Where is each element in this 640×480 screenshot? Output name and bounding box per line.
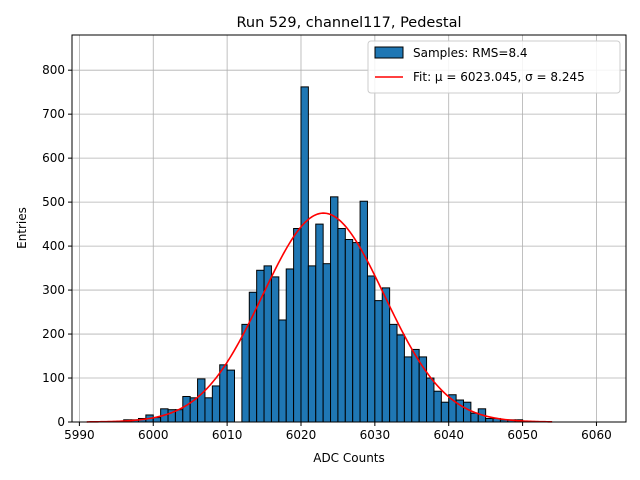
x-tick-label: 6050 — [507, 428, 538, 442]
histogram-bar — [315, 223, 324, 423]
histogram-bar — [197, 378, 206, 423]
histogram-bar — [337, 228, 346, 423]
histogram-bar — [322, 263, 332, 423]
x-tick-label: 6010 — [212, 428, 243, 442]
histogram-bar — [374, 300, 383, 423]
histogram-bar — [366, 275, 376, 423]
y-tick-label: 800 — [42, 63, 65, 77]
histogram-bar — [270, 276, 280, 423]
x-axis-ticks: 5990 6000 6010 6020 6030 6040 6050 6060 — [64, 422, 612, 442]
histogram-bar — [433, 390, 442, 423]
histogram-bar — [426, 377, 435, 423]
histogram-bar — [352, 242, 361, 423]
histogram-bar — [403, 356, 413, 423]
y-tick-label: 300 — [42, 283, 65, 297]
histogram-bar — [285, 268, 295, 423]
histogram-bar — [307, 265, 317, 423]
histogram-bar — [211, 385, 221, 423]
histogram-bar — [344, 238, 354, 423]
fit-curve-group — [86, 212, 553, 423]
legend-label-histogram: Samples: RMS=8.4 — [413, 46, 528, 60]
x-tick-label: 6000 — [138, 428, 169, 442]
histogram-bar — [359, 200, 368, 423]
histogram-bar — [293, 228, 302, 423]
histogram-bar — [330, 196, 339, 423]
histogram-bar — [278, 319, 287, 423]
histogram-bar — [248, 291, 258, 423]
x-tick-label: 6060 — [581, 428, 612, 442]
histogram-bar — [440, 401, 450, 423]
y-tick-label: 600 — [42, 151, 65, 165]
x-tick-label: 6030 — [360, 428, 391, 442]
histogram-bar — [389, 323, 398, 423]
histogram-bar — [241, 323, 250, 423]
y-axis-ticks: 0 100 200 300 400 500 600 700 800 — [42, 63, 72, 429]
y-tick-label: 0 — [57, 415, 65, 429]
histogram-bar — [174, 409, 184, 423]
y-tick-label: 100 — [42, 371, 65, 385]
histogram-bar — [219, 364, 228, 423]
histogram-bar — [204, 397, 213, 423]
histogram-bars — [123, 86, 524, 423]
plot-frame — [71, 34, 627, 423]
x-tick-label: 5990 — [64, 428, 95, 442]
y-tick-label: 400 — [42, 239, 65, 253]
histogram-bar — [485, 417, 494, 423]
legend: Samples: RMS=8.4 Fit: μ = 6023.045, σ = … — [367, 40, 621, 94]
y-tick-label: 200 — [42, 327, 65, 341]
legend-swatch-histogram — [374, 46, 404, 59]
histogram-bar — [381, 287, 391, 423]
legend-label-fit: Fit: μ = 6023.045, σ = 8.245 — [413, 70, 585, 84]
histogram-bar — [396, 334, 405, 423]
legend-box — [367, 40, 621, 94]
histogram-bar — [226, 369, 236, 423]
histogram-bar — [470, 412, 479, 423]
chart-title: Run 529, channel117, Pedestal — [236, 15, 461, 31]
y-tick-label: 500 — [42, 195, 65, 209]
y-tick-label: 700 — [42, 107, 65, 121]
histogram-bar — [182, 395, 191, 423]
x-axis-label: ADC Counts — [313, 451, 385, 465]
histogram-bar — [462, 401, 472, 423]
y-axis-label: Entries — [15, 207, 29, 249]
x-tick-label: 6020 — [286, 428, 317, 442]
x-tick-label: 6040 — [433, 428, 464, 442]
fit-curve — [86, 212, 553, 423]
histogram-bar — [300, 86, 309, 423]
